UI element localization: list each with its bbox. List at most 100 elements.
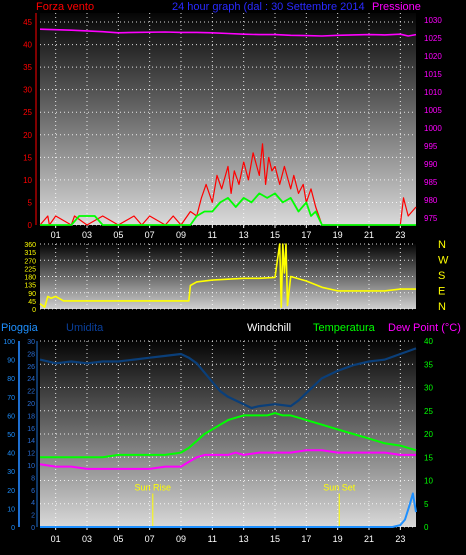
direction-axis-tick-label: 270: [24, 258, 36, 265]
pressure-axis-tick-label: 985: [424, 178, 438, 187]
x-tick-label: 07: [145, 534, 155, 544]
compass-letter: N: [438, 239, 446, 251]
temperature-axis-tick-label: 30: [424, 384, 433, 393]
rain-axis-tick-label: 0: [11, 525, 15, 532]
wind-axis-tick-label: 30: [23, 86, 32, 95]
x-tick-label: 23: [395, 534, 405, 544]
humidity-axis-tick-label: 8: [31, 475, 35, 482]
rain-axis-tick-label: 80: [7, 376, 15, 383]
x-tick-label: 05: [113, 230, 123, 240]
x-tick-label: 19: [333, 534, 343, 544]
chart-title: 24 hour graph (dal : 30 Settembre 2014: [172, 1, 365, 13]
rain-axis-tick-label: 30: [7, 469, 15, 476]
wind-gust-series-line: [39, 143, 417, 226]
temperature-axis-tick-label: 5: [424, 500, 429, 509]
x-tick-label: 09: [176, 534, 186, 544]
wind-axis-tick-label: 5: [28, 198, 33, 207]
x-tick-label: 07: [145, 230, 155, 240]
x-tick-label: 19: [333, 230, 343, 240]
x-tick-label: 23: [395, 230, 405, 240]
windchill-legend-label: Windchill: [247, 322, 291, 334]
rain-axis-tick-label: 70: [7, 395, 15, 402]
wind-axis-tick-label: 20: [23, 131, 32, 140]
humidity-axis-title: Umidita: [66, 322, 104, 334]
wind-axis-title: Forza vento: [36, 1, 94, 13]
rain-axis-tick-label: 60: [7, 413, 15, 420]
direction-axis-tick-label: 0: [32, 307, 36, 314]
x-tick-label: 01: [51, 534, 61, 544]
dewpoint-series-line: [39, 449, 416, 470]
wind-axis-tick-label: 15: [23, 153, 32, 162]
x-tick-label: 13: [239, 230, 249, 240]
x-tick-label: 17: [301, 230, 311, 240]
temperature-axis-tick-label: 0: [424, 523, 429, 532]
x-tick-label: 09: [176, 230, 186, 240]
humidity-axis-tick-label: 2: [31, 513, 35, 520]
humidity-axis-tick-label: 14: [27, 438, 35, 445]
rain-axis-tick-label: 50: [7, 432, 15, 439]
rain-axis-tick-label: 40: [7, 451, 15, 458]
compass-letter: S: [438, 270, 445, 282]
humidity-axis-tick-label: 24: [27, 376, 35, 383]
humidity-axis-tick-label: 4: [31, 500, 35, 507]
temperature-axis-tick-label: 25: [424, 407, 433, 416]
x-tick-label: 15: [270, 230, 280, 240]
dewpoint-legend-label: Dew Point (°C): [388, 322, 461, 334]
rain-axis-tick-label: 90: [7, 358, 15, 365]
wind-average-series-line: [40, 192, 416, 226]
humidity-series-line: [39, 347, 417, 410]
pressure-axis-tick-label: 980: [424, 196, 438, 205]
humidity-axis-tick-label: 12: [27, 451, 35, 458]
temperature-axis-tick-label: 40: [424, 337, 433, 346]
sun-event-label: Sun Rise: [135, 483, 172, 493]
wind-axis-tick-label: 25: [23, 108, 32, 117]
direction-axis-tick-label: 225: [24, 266, 36, 273]
wind-axis-tick-label: 45: [23, 18, 32, 27]
pressure-axis-tick-label: 1005: [424, 106, 442, 115]
x-tick-label: 11: [208, 534, 217, 544]
humidity-axis-tick-label: 10: [27, 463, 35, 470]
humidity-axis-tick-label: 22: [27, 389, 35, 396]
sun-event-label: Sun Set: [323, 483, 356, 493]
pressure-axis-tick-label: 1000: [424, 124, 442, 133]
pressure-axis-tick-label: 975: [424, 214, 438, 223]
humidity-axis-tick-label: 28: [27, 351, 35, 358]
compass-letter: N: [438, 301, 446, 313]
x-tick-label: 21: [364, 230, 374, 240]
humidity-axis-tick-label: 20: [27, 401, 35, 408]
x-tick-label: 03: [82, 230, 92, 240]
wind-axis-tick-label: 35: [23, 63, 32, 72]
temperature-axis-tick-label: 35: [424, 360, 433, 369]
rain-axis-tick-label: 10: [7, 506, 15, 513]
temperature-legend-label: Temperatura: [313, 322, 376, 334]
x-tick-label: 13: [239, 534, 249, 544]
direction-axis-tick-label: 135: [24, 283, 36, 290]
compass-letter: E: [438, 286, 445, 298]
pressure-axis-tick-label: 995: [424, 142, 438, 151]
direction-axis-tick-label: 180: [24, 275, 36, 282]
pressure-axis-tick-label: 1025: [424, 34, 442, 43]
pressure-axis-tick-label: 1030: [424, 16, 442, 25]
humidity-axis-tick-label: 26: [27, 364, 35, 371]
humidity-axis-tick-label: 6: [31, 488, 35, 495]
pressure-series-line: [39, 28, 417, 37]
humidity-axis-tick-label: 16: [27, 426, 35, 433]
rain-axis-title: Pioggia: [1, 322, 39, 334]
temperature-axis-tick-label: 20: [424, 430, 433, 439]
rain-axis-tick-label: 20: [7, 488, 15, 495]
direction-axis-tick-label: 315: [24, 250, 36, 257]
pressure-axis-tick-label: 990: [424, 160, 438, 169]
humidity-axis-tick-label: 30: [27, 339, 35, 346]
wind-pressure-plot-area: [40, 13, 416, 225]
humidity-axis-tick-label: 0: [31, 525, 35, 532]
temperature-axis-tick-label: 10: [424, 477, 433, 486]
direction-axis-tick-label: 360: [24, 242, 36, 249]
x-tick-label: 21: [364, 534, 374, 544]
wind-direction-series-line: [39, 243, 416, 309]
compass-letter: W: [438, 255, 449, 267]
direction-axis-tick-label: 45: [28, 299, 36, 306]
